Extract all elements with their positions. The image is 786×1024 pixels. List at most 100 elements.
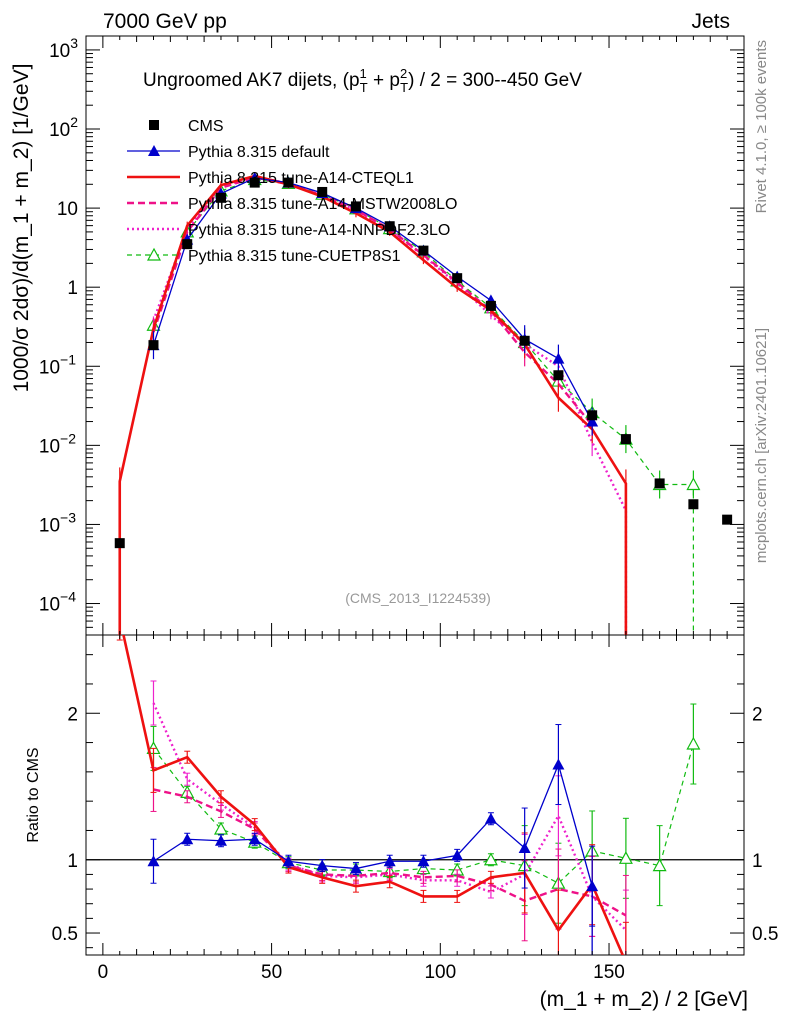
default-ratio-marker — [349, 862, 362, 874]
y-tick-base: 10 — [49, 41, 70, 62]
x-tick-label: 150 — [593, 962, 625, 983]
cms-data-point — [485, 300, 496, 311]
y-tick-base: 10 — [39, 436, 60, 457]
legend-item-nnpdf: Pythia 8.315 tune-A14-NNPDF2.3LO — [127, 222, 450, 239]
legend-label: Pythia 8.315 tune-CUETP8S1 — [188, 248, 401, 265]
title-sub1: T — [360, 80, 368, 95]
default-ratio-marker — [282, 855, 295, 867]
rivet-label: Rivet 4.1.0, ≥ 100k events — [753, 40, 770, 213]
y-tick-exponent: −2 — [60, 430, 76, 446]
cuetp8s1-ratio-marker — [483, 852, 498, 866]
default-ratio-marker — [316, 859, 329, 871]
default-ratio-marker — [147, 855, 160, 867]
ratio-series-group — [116, 635, 701, 955]
legend-swatch-marker — [146, 247, 162, 261]
y-tick-base: 10 — [39, 357, 60, 378]
default-ratio-marker — [383, 855, 396, 867]
legend-label: Pythia 8.315 default — [188, 144, 330, 161]
nnpdf-series-line — [152, 175, 628, 635]
chart-title: Ungroomed AK7 dijets, (p1 T + p2 T) / 2 = … — [143, 66, 582, 95]
cms-data-point — [249, 177, 260, 188]
ratio-tick-label-left: 0.5 — [52, 924, 78, 945]
y-tick-label: 1 — [67, 278, 78, 299]
header-right: Jets — [691, 10, 730, 33]
analysis-id-label: (CMS_2013_I1224539) — [345, 590, 491, 606]
y-tick-label: 10−3 — [39, 509, 76, 536]
y-tick-label: 10−1 — [39, 351, 76, 378]
x-tick-label: 100 — [424, 962, 456, 983]
cms-data-point — [114, 538, 125, 549]
cms-data-point — [620, 434, 631, 445]
y-tick-label: 10 — [57, 199, 78, 220]
default-ratio-marker — [518, 842, 531, 854]
y-tick-exponent: −4 — [60, 589, 76, 605]
cuetp8s1-ratio-marker — [686, 736, 701, 750]
legend-label: CMS — [188, 118, 224, 135]
ratio-plot-frame — [85, 634, 745, 956]
ratio-layer — [86, 635, 744, 955]
ratio-tick-label-left: 1 — [67, 851, 78, 872]
cms-data-point — [148, 340, 159, 351]
header-left: 7000 GeV pp — [103, 10, 227, 33]
cms-data-point — [350, 201, 361, 212]
x-axis-label: (m_1 + m_2) / 2 [GeV] — [540, 988, 748, 1011]
cms-data-point — [722, 514, 733, 525]
title-main: Ungroomed AK7 dijets, (p — [143, 70, 360, 91]
legend-item-cuetp8s1: Pythia 8.315 tune-CUETP8S1 — [127, 247, 401, 265]
default-ratio-marker — [484, 812, 497, 824]
y-tick-exponent: −1 — [60, 351, 76, 367]
title-tail: + p — [368, 70, 400, 91]
cms-data-point — [418, 245, 429, 256]
cteql1-series-line — [118, 174, 628, 635]
cms-data-point — [215, 192, 226, 203]
cuetp8s1-series-line — [152, 178, 694, 635]
y-tick-exponent: 2 — [70, 114, 78, 130]
cms-data-point — [384, 221, 395, 232]
cms-data-point — [519, 335, 530, 346]
ratio-tick-label-right: 1 — [752, 851, 763, 872]
cuetp8s1-ratio-marker — [618, 851, 633, 864]
source-label: mcplots.cern.ch [arXiv:2401.10621] — [753, 328, 770, 563]
y-axis-label: 1000/σ 2dσ)/d(m_1 + m_2) [1/GeV] — [10, 64, 33, 393]
legend-item-default: Pythia 8.315 default — [127, 144, 330, 161]
cuetp8s1-marker — [686, 477, 701, 491]
cms-data-point — [688, 499, 699, 510]
y-tick-base: 10 — [39, 595, 60, 616]
title-sup1: 1 — [360, 66, 367, 81]
mstw-ratio-line — [153, 788, 627, 917]
cms-data-point — [317, 186, 328, 197]
title-end: ) / 2 = 300--450 GeV — [408, 70, 582, 91]
ratio-tick-label-right: 0.5 — [752, 924, 778, 945]
legend-swatch-cms — [149, 120, 159, 130]
mstw-series-line — [152, 176, 594, 426]
title-sub2: T — [400, 80, 408, 95]
cms-data-point — [182, 239, 193, 250]
legend-label: Pythia 8.315 tune-A14-NNPDF2.3LO — [188, 222, 450, 239]
y-tick-label: 10−2 — [39, 430, 76, 457]
x-tick-label: 0 — [98, 962, 109, 983]
default-ratio-marker — [586, 880, 599, 892]
y-tick-exponent: −3 — [60, 509, 76, 525]
default-ratio-marker — [248, 833, 261, 845]
cms-data-point — [654, 478, 665, 489]
y-tick-base: 10 — [49, 120, 70, 141]
y-tick-label: 103 — [49, 35, 78, 62]
cms-data-point — [587, 410, 598, 421]
default-marker — [586, 415, 599, 427]
y-tick-label: 102 — [49, 114, 78, 141]
default-ratio-marker — [181, 833, 194, 845]
legend: CMS Pythia 8.315 default Pythia 8.315 tune… — [127, 118, 457, 265]
default-series-line — [152, 177, 593, 422]
ratio-tick-label-right: 2 — [752, 704, 763, 725]
default-ratio-marker — [451, 849, 464, 861]
default-ratio-marker — [214, 834, 227, 846]
ratio-axis-label: Ratio to CMS — [25, 747, 42, 842]
y-tick-label: 10−4 — [39, 589, 76, 616]
cms-data-point — [553, 370, 564, 381]
legend-item-cms: CMS — [149, 118, 224, 135]
title-sup2: 2 — [400, 66, 407, 81]
nnpdf-ratio-line — [152, 702, 627, 931]
default-ratio-marker — [552, 758, 565, 770]
legend-label: Pythia 8.315 tune-A14-CTEQL1 — [188, 170, 414, 187]
